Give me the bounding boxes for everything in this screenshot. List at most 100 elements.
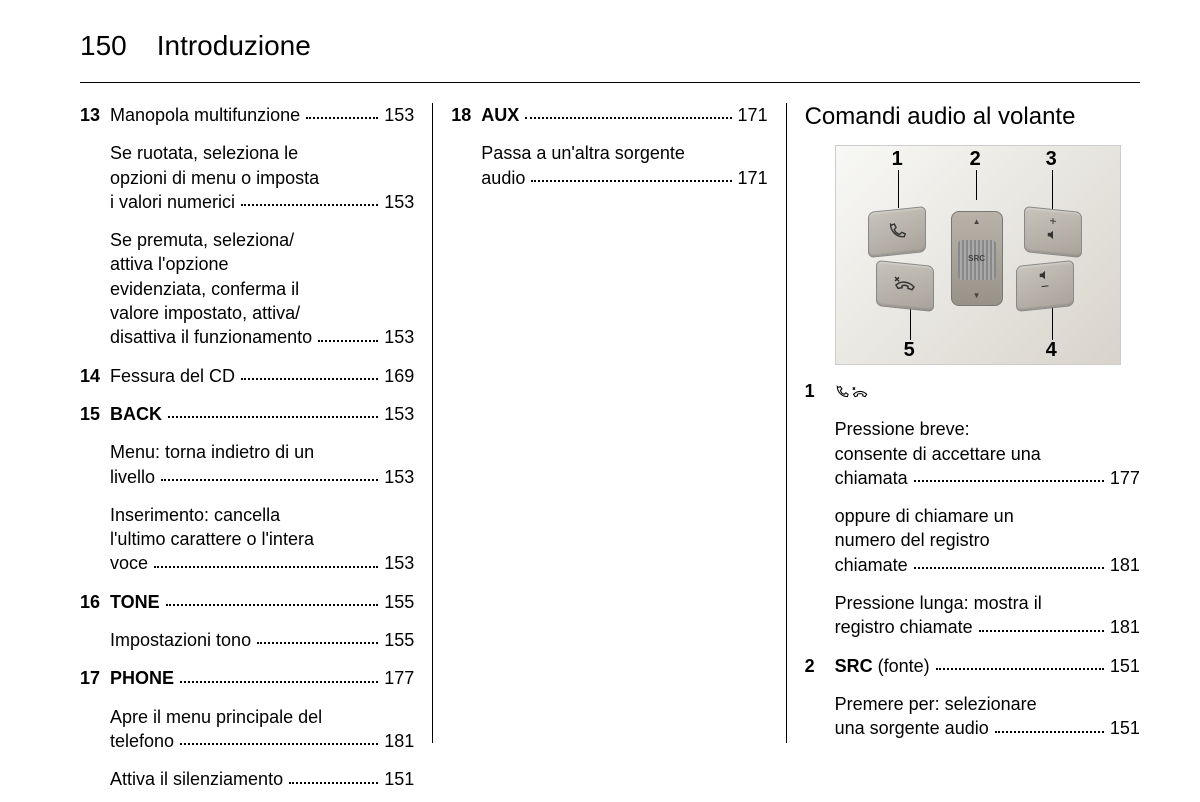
entry-label (835, 379, 869, 403)
entry-number: 15 (80, 402, 110, 426)
page-number: 150 (80, 30, 127, 62)
leader-dots (306, 117, 378, 119)
entry-label: Manopola multifunzione (110, 103, 300, 127)
entry-label: BACK (110, 402, 162, 426)
entry-number: 17 (80, 666, 110, 690)
sub-text: l'ultimo carattere o l'intera (110, 527, 314, 551)
sub-entry: oppure di chiamare unnumero del registro… (805, 504, 1140, 577)
page-ref: 177 (1110, 466, 1140, 490)
page-ref: 181 (1110, 615, 1140, 639)
sub-entry: Attiva il silenziamento 151 (80, 767, 414, 791)
up-arrow-icon: ▲ (973, 217, 981, 226)
page-ref: 181 (384, 729, 414, 753)
sub-text: i valori numerici (110, 190, 235, 214)
sub-text: audio (481, 166, 525, 190)
entry-label: Fessura del CD (110, 364, 235, 388)
figure-label-1: 1 (892, 148, 903, 171)
sub-text: Attiva il silenziamento (110, 767, 283, 791)
sub-text: Passa a un'altra sorgente (481, 141, 685, 165)
page-title: Introduzione (157, 30, 311, 62)
sub-text: Se ruotata, seleziona le (110, 141, 298, 165)
page-ref: 181 (1110, 553, 1140, 577)
sub-text: opzioni di menu o imposta (110, 166, 319, 190)
figure-label-4: 4 (1046, 339, 1057, 362)
phone-reject-button (876, 260, 934, 312)
entry-number: 18 (451, 103, 481, 127)
index-entry: 2SRC (fonte) 151 (805, 654, 1140, 678)
sub-entry: Pressione lunga: mostra ilregistro chiam… (805, 591, 1140, 640)
sub-entry: Impostazioni tono155 (80, 628, 414, 652)
page-ref: 153 (384, 190, 414, 214)
sub-text: consente di accettare una (835, 442, 1041, 466)
page-ref: 153 (384, 103, 414, 127)
index-entry: 16TONE155 (80, 590, 414, 614)
section-title: Comandi audio al volante (805, 103, 1140, 131)
sub-entry: Passa a un'altra sorgenteaudio 171 (451, 141, 767, 190)
page-header: 150 Introduzione (80, 30, 1140, 83)
leader-dots (180, 681, 378, 683)
entry-number: 13 (80, 103, 110, 127)
sub-text: oppure di chiamare un (835, 504, 1014, 528)
sub-text: chiamata (835, 466, 908, 490)
sub-text: voce (110, 551, 148, 575)
entry-label: PHONE (110, 666, 174, 690)
steering-buttons: ▲ SRC ▼ + − (866, 201, 1086, 316)
page-ref: 171 (738, 166, 768, 190)
page-ref: 153 (384, 551, 414, 575)
page-ref: 171 (738, 103, 768, 127)
sub-text: una sorgente audio (835, 716, 989, 740)
content-columns: 13Manopola multifunzione153Se ruotata, s… (80, 103, 1140, 743)
index-entry: 1 (805, 379, 1140, 403)
entry-label: AUX (481, 103, 519, 127)
index-entry: 13Manopola multifunzione 153 (80, 103, 414, 127)
sub-text: telefono (110, 729, 174, 753)
sub-text: Pressione lunga: mostra il (835, 591, 1042, 615)
leader-line (976, 170, 977, 200)
leader-dots (241, 378, 378, 380)
entry-label: TONE (110, 590, 160, 614)
entry-number: 1 (805, 379, 835, 403)
leader-dots (166, 604, 379, 606)
steering-wheel-controls-figure: 1 2 3 5 4 ▲ SRC ▼ (835, 145, 1121, 365)
column-3: Comandi audio al volante 1 2 3 5 4 ▲ (787, 103, 1140, 743)
sub-text: chiamate (835, 553, 908, 577)
sub-text: Premere per: selezionare (835, 692, 1037, 716)
page-ref: 153 (384, 465, 414, 489)
figure-label-2: 2 (970, 148, 981, 171)
down-arrow-icon: ▼ (973, 291, 981, 300)
column-2: 18AUX 171 Passa a un'altra sorgenteaudio 17… (433, 103, 786, 743)
sub-entry: Se ruotata, seleziona leopzioni di menu … (80, 141, 414, 214)
page-ref: 153 (384, 402, 414, 426)
page-ref: 153 (384, 325, 414, 349)
figure-label-5: 5 (904, 339, 915, 362)
sub-text: disattiva il funzionamento (110, 325, 312, 349)
index-entry: 18AUX 171 (451, 103, 767, 127)
phone-accept-button (868, 206, 926, 258)
sub-entry: Pressione breve:consente di accettare un… (805, 417, 1140, 490)
sub-entry: Inserimento: cancellal'ultimo carattere … (80, 503, 414, 576)
page-ref: 151 (384, 767, 414, 791)
phone-icon (835, 381, 869, 401)
sub-text: registro chiamate (835, 615, 973, 639)
figure-label-3: 3 (1046, 148, 1057, 171)
index-entry: 14Fessura del CD 169 (80, 364, 414, 388)
index-entry: 17PHONE177 (80, 666, 414, 690)
page-ref: 151 (1110, 654, 1140, 678)
src-label: SRC (952, 254, 1002, 263)
sub-text: attiva l'opzione (110, 252, 229, 276)
sub-text: Inserimento: cancella (110, 503, 280, 527)
sub-text: valore impostato, attiva/ (110, 301, 300, 325)
column-1: 13Manopola multifunzione153Se ruotata, s… (80, 103, 433, 743)
page-ref: 155 (384, 590, 414, 614)
entry-number: 14 (80, 364, 110, 388)
volume-up-button: + (1024, 206, 1082, 258)
entry-number: 2 (805, 654, 835, 678)
leader-dots (168, 416, 378, 418)
entry-label: SRC (fonte) (835, 654, 930, 678)
sub-text: Se premuta, seleziona/ (110, 228, 294, 252)
sub-entry: Apre il menu principale deltelefono181 (80, 705, 414, 754)
leader-dots (525, 117, 731, 119)
sub-text: numero del registro (835, 528, 990, 552)
sub-entry: Se premuta, seleziona/attiva l'opzioneev… (80, 228, 414, 349)
page-ref: 169 (384, 364, 414, 388)
